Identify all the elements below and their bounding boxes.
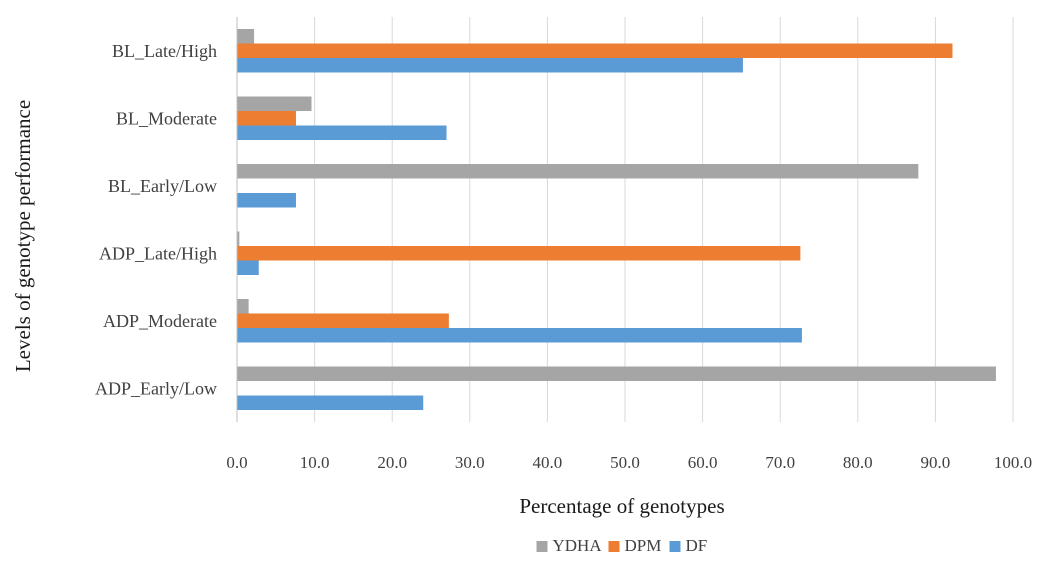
x-tick-label: 20.0 [377, 453, 407, 472]
y-category-label: ADP_Late/High [99, 243, 217, 263]
legend-label: DPM [625, 536, 662, 555]
bar-dpm [237, 111, 296, 126]
x-tick-label: 40.0 [533, 453, 563, 472]
gridlines [236, 17, 1014, 422]
legend-swatch [608, 541, 620, 552]
x-tick-label: 100.0 [994, 453, 1032, 472]
x-tick-label: 30.0 [455, 453, 485, 472]
bar-ydha [237, 29, 255, 44]
legend-swatch [536, 541, 548, 552]
x-tick-label: 50.0 [610, 453, 640, 472]
legend-item-df: DF [669, 536, 708, 555]
legend-item-dpm: DPM [608, 536, 662, 555]
bar-dpm [237, 313, 449, 328]
legend-label: YDHA [553, 536, 603, 555]
y-category-label: ADP_Moderate [103, 311, 217, 331]
bar-df [237, 125, 447, 140]
bar-dpm [237, 246, 801, 261]
x-tick-label: 80.0 [843, 453, 873, 472]
x-tick-label: 60.0 [688, 453, 718, 472]
y-category-label: BL_Late/High [112, 41, 217, 61]
bar-df [237, 58, 743, 73]
y-category-label: ADP_Early/Low [95, 378, 217, 398]
x-axis-title: Percentage of genotypes [519, 494, 724, 518]
bar-ydha [237, 366, 996, 381]
x-tick-label: 0.0 [226, 453, 247, 472]
y-axis-title: Levels of genotype performance [11, 100, 35, 372]
legend: YDHA DPM DF [536, 536, 708, 555]
x-tick-label: 70.0 [765, 453, 795, 472]
bar-ydha [237, 299, 249, 314]
y-category-label: BL_Early/Low [108, 176, 217, 196]
y-category-label: BL_Moderate [116, 108, 217, 128]
bar-ydha [237, 96, 312, 111]
x-tick-label: 10.0 [300, 453, 330, 472]
bar-df [237, 260, 259, 275]
axes: 0.0 10.0 20.0 30.0 40.0 50.0 60.0 70.0 80.0 90.0 1… [95, 17, 1032, 472]
bar-df [237, 328, 802, 343]
legend-item-ydha: YDHA [536, 536, 603, 555]
legend-label: DF [686, 536, 708, 555]
bar-ydha [237, 164, 919, 179]
bar-df [237, 395, 424, 410]
bar-df [237, 193, 296, 208]
bars [237, 29, 996, 410]
x-tick-label: 90.0 [921, 453, 951, 472]
bar-ydha [237, 231, 240, 246]
bar-dpm [237, 43, 953, 58]
legend-swatch [669, 541, 681, 552]
